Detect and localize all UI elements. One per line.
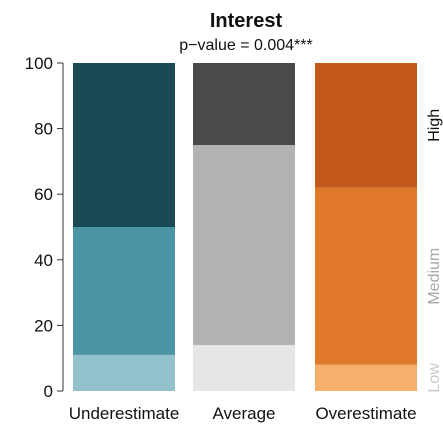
y-tick-label: 100 <box>25 54 53 73</box>
x-category-label: Underestimate <box>69 404 180 423</box>
x-category-label: Average <box>212 404 275 423</box>
y-tick-label: 20 <box>34 316 53 335</box>
bars <box>73 63 417 391</box>
y-tick-label: 60 <box>34 185 53 204</box>
bar-segment-high <box>193 63 295 145</box>
bar-segment-high <box>315 63 417 188</box>
y-tick-label: 40 <box>34 251 53 270</box>
bar-segment-medium <box>73 227 175 355</box>
level-label-low: Low <box>426 363 443 393</box>
bar-segment-high <box>73 63 175 227</box>
bar-segment-low <box>315 364 417 391</box>
y-axis: 0 20 40 60 80 100 <box>25 54 64 401</box>
level-label-high: High <box>426 109 443 142</box>
level-label-medium: Medium <box>426 248 443 305</box>
x-axis-labels: Underestimate Average Overestimate <box>69 404 417 423</box>
level-labels: Low Medium High <box>426 109 443 393</box>
bar-segment-medium <box>315 187 417 365</box>
x-category-label: Overestimate <box>315 404 416 423</box>
chart-title: Interest <box>210 10 283 32</box>
y-tick-label: 80 <box>34 120 53 139</box>
y-tick-label: 0 <box>44 382 53 401</box>
bar-segment-medium <box>193 145 295 346</box>
chart-subtitle: p−value = 0.004*** <box>179 37 312 54</box>
bar-segment-low <box>73 354 175 391</box>
bar-segment-low <box>193 345 295 391</box>
